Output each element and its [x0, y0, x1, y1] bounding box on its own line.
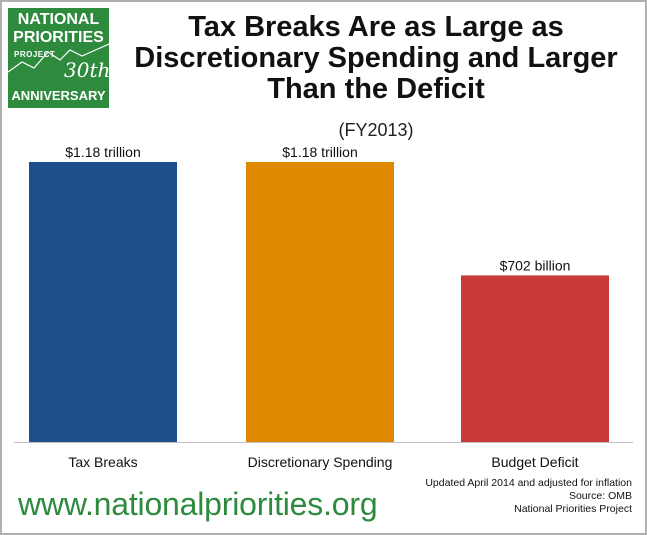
logo-text-anniversary: ANNIVERSARY: [11, 88, 106, 103]
bar: [29, 162, 177, 442]
bar-value-label: $1.18 trillion: [65, 144, 141, 160]
x-tick-label: Discretionary Spending: [248, 454, 393, 470]
npp-logo: NATIONAL PRIORITIES PROJECT 30th ANNIVER…: [8, 8, 109, 108]
chart-title: Tax Breaks Are as Large as Discretionary…: [134, 11, 618, 105]
bar: [461, 275, 609, 442]
source-note-line: National Priorities Project: [514, 503, 632, 515]
source-note-line: Source: OMB: [568, 490, 632, 502]
x-tick-label: Tax Breaks: [68, 454, 137, 470]
source-note-line: Updated April 2014 and adjusted for infl…: [425, 477, 632, 489]
website-url[interactable]: www.nationalpriorities.org: [18, 486, 378, 522]
logo-text-national: NATIONAL: [17, 11, 100, 28]
logo-text-project: PROJECT: [14, 50, 56, 59]
x-tick-label: Budget Deficit: [491, 454, 578, 470]
bar-value-label: $1.18 trillion: [282, 144, 358, 160]
logo-text-priorities: PRIORITIES: [13, 29, 104, 46]
logo-text-30th: 30th: [64, 58, 109, 82]
logo-mountain-line-icon: [8, 43, 109, 73]
bar: [246, 162, 394, 442]
source-note: Updated April 2014 and adjusted for infl…: [425, 477, 632, 516]
bar-value-label: $702 billion: [500, 257, 571, 273]
chart-subtitle: (FY2013): [338, 120, 414, 140]
